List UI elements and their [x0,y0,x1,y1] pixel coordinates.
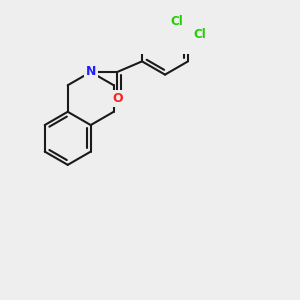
Text: O: O [112,92,123,105]
Text: Cl: Cl [193,28,206,41]
Text: N: N [85,65,96,79]
Text: Cl: Cl [170,15,183,28]
